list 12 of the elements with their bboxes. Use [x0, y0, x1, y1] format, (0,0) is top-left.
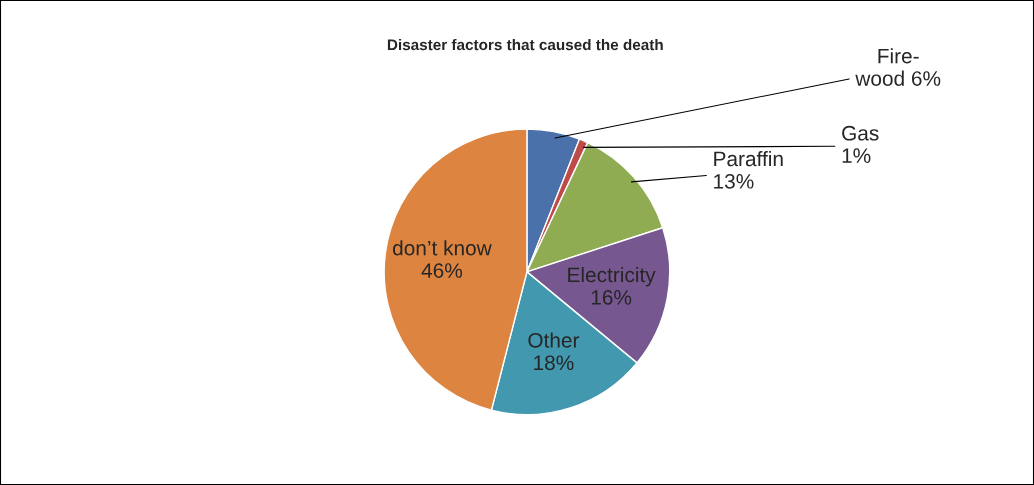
slice-label: Other [528, 332, 580, 348]
slice-label: Electricity [568, 266, 656, 287]
slice-label: don’t know [393, 240, 492, 256]
slice-label: Fire- wood 6% [855, 48, 941, 86]
slice-label: Gas [842, 125, 879, 141]
data-label: 13% [714, 173, 754, 189]
data-label: 1% [842, 148, 871, 163]
slice-label: Paraffin [714, 150, 783, 167]
data-label: 46% [421, 263, 463, 278]
chart-title: Disaster factors that caused the death [387, 38, 663, 51]
data-label: 16% [591, 289, 632, 305]
data-label: 18% [534, 355, 574, 371]
